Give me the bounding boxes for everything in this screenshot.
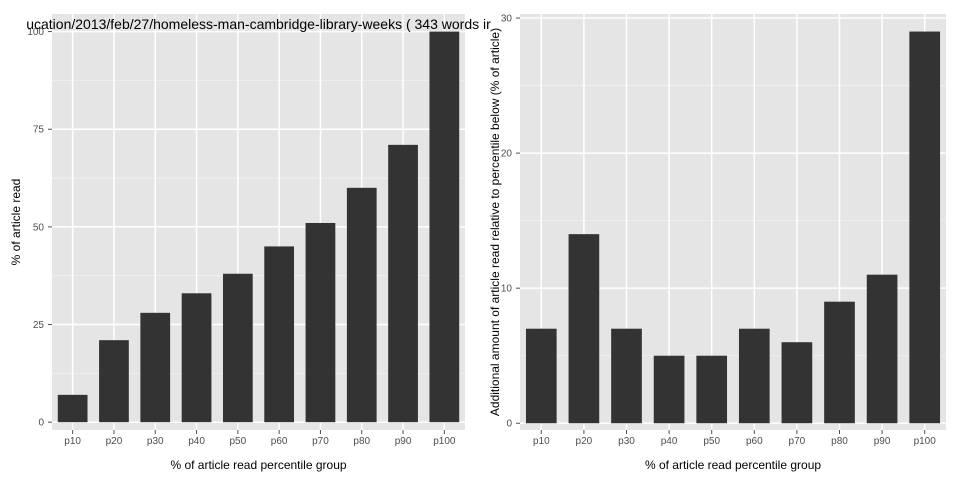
y-tick-label: 10 — [501, 284, 513, 295]
x-tick-label: p30 — [618, 436, 635, 447]
bar-p70 — [781, 342, 813, 424]
bar-p100 — [429, 31, 460, 423]
x-tick-label: p100 — [914, 436, 937, 447]
x-tick-label: p20 — [576, 436, 593, 447]
x-tick-label: p60 — [271, 436, 288, 447]
bar-p50 — [696, 355, 728, 424]
y-tick-label: 75 — [33, 125, 45, 136]
bar-p10 — [57, 394, 88, 423]
y-tick-label: 100 — [27, 27, 44, 38]
bar-p40 — [181, 293, 212, 423]
bar-p80 — [824, 301, 855, 424]
bar-p20 — [568, 234, 600, 424]
bar-p60 — [264, 246, 295, 423]
x-tick-label: p50 — [230, 436, 247, 447]
x-axis-label: % of article read percentile group — [645, 458, 821, 472]
x-tick-label: p40 — [188, 436, 205, 447]
bar-p100 — [909, 31, 941, 424]
x-tick-label: p40 — [661, 436, 678, 447]
right-chart: 0 10 20 30 p10 p20 p30 p40 p50 p60 p70 p80 p90 p100 % … — [488, 14, 946, 472]
x-axis-label: % of article read percentile group — [170, 458, 346, 472]
x-tick-label: p90 — [395, 436, 412, 447]
bar-p90 — [388, 144, 418, 423]
x-tick-label: p50 — [703, 436, 720, 447]
x-tick-label: p10 — [64, 436, 81, 447]
y-axis-label: % of article read — [9, 179, 23, 266]
x-tick-label: p90 — [874, 436, 891, 447]
y-tick-label: 0 — [38, 418, 44, 429]
bar-p10 — [525, 328, 557, 424]
bar-p60 — [738, 328, 770, 424]
x-tick-label: p80 — [831, 436, 848, 447]
x-tick-label: p70 — [789, 436, 806, 447]
bar-p40 — [653, 355, 685, 424]
x-tick-label: p20 — [106, 436, 123, 447]
x-tick-label: p80 — [353, 436, 370, 447]
x-tick-label: p70 — [312, 436, 329, 447]
chart-title: ucation/2013/feb/27/homeless-man-cambrid… — [26, 16, 491, 32]
bar-p50 — [222, 273, 253, 423]
x-tick-label: p30 — [147, 436, 164, 447]
x-tick-label: p10 — [533, 436, 550, 447]
y-tick-label: 25 — [33, 320, 45, 331]
bar-p90 — [866, 274, 898, 424]
x-tick-label: p100 — [433, 436, 456, 447]
y-tick-label: 0 — [506, 419, 512, 430]
y-tick-label: 50 — [33, 222, 45, 233]
bar-p70 — [305, 222, 336, 423]
y-tick-label: 20 — [501, 149, 513, 160]
bar-p30 — [140, 312, 171, 423]
y-axis-label: Additional amount of article read relati… — [488, 28, 502, 416]
bar-p30 — [611, 328, 642, 424]
y-tick-label: 30 — [501, 14, 513, 25]
left-chart: 0 25 50 75 100 p10 p20 p30 p40 p50 p60 p70 p80 p90 p10… — [9, 14, 491, 472]
bar-p80 — [346, 187, 377, 423]
x-tick-label: p60 — [746, 436, 763, 447]
bar-p20 — [99, 340, 129, 423]
